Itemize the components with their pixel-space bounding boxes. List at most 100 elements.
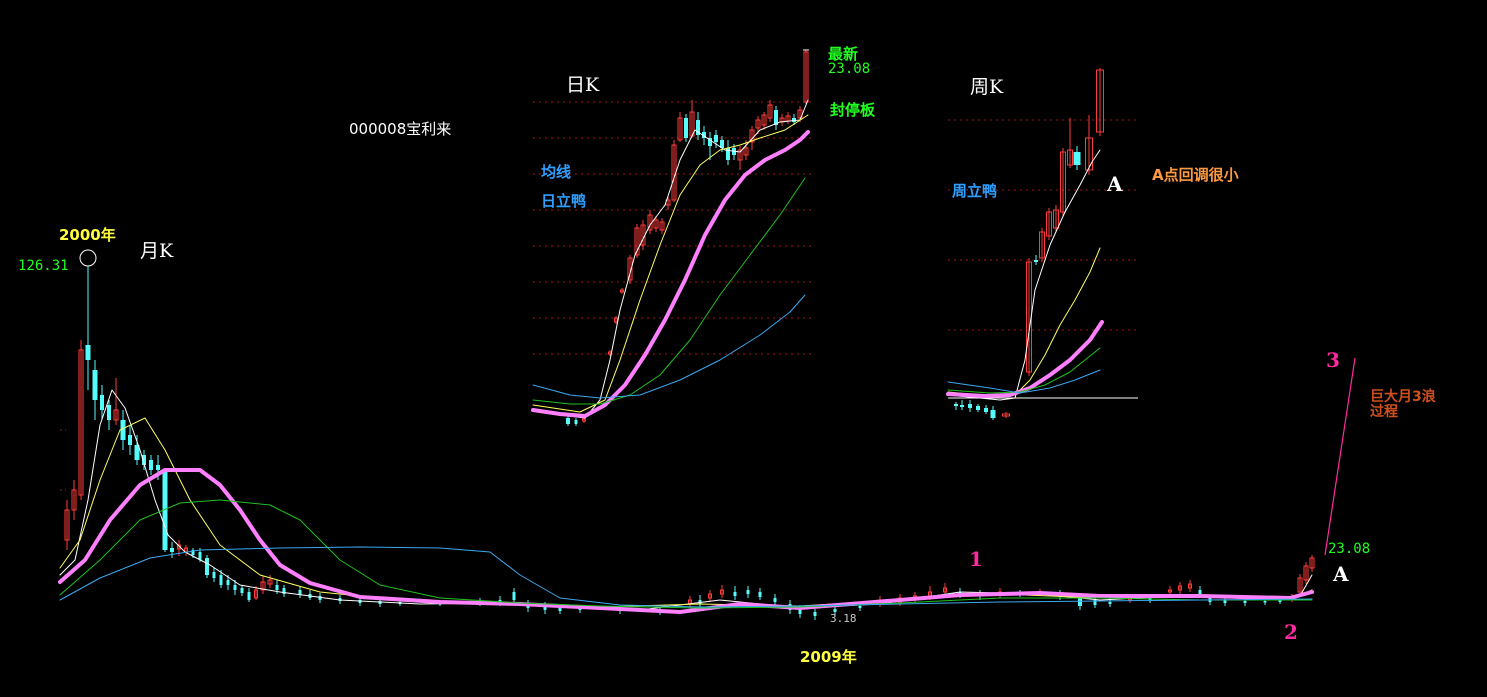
monthly-ma-yellow bbox=[59, 417, 1313, 608]
monthly-candle-body-27 bbox=[254, 589, 258, 599]
stock-name-label: 000008宝利来 bbox=[349, 120, 452, 138]
daily-candle-body-10 bbox=[653, 219, 659, 229]
weekly-candle-body-8 bbox=[1034, 260, 1038, 262]
weekly-k-title: 周K bbox=[970, 76, 1004, 98]
monthly-candle-body-30 bbox=[275, 585, 279, 590]
monthly-candle-body-0 bbox=[64, 509, 70, 541]
weekly-candle-body-10 bbox=[1046, 211, 1052, 237]
monthly-candle-body-26 bbox=[247, 592, 251, 600]
monthly-k-chart bbox=[58, 249, 1315, 620]
monthly-candle-body-66 bbox=[943, 587, 947, 593]
daily-candle-body-29 bbox=[767, 104, 773, 119]
monthly-ma-blue bbox=[59, 546, 1313, 608]
weekly-candle-body-5 bbox=[990, 410, 996, 418]
weekly-candle-body-13 bbox=[1067, 149, 1073, 166]
monthly-candle-body-90 bbox=[1309, 557, 1315, 569]
monthly-candle-body-56 bbox=[773, 598, 777, 602]
weekly-duck-label: 周立鸭 bbox=[952, 182, 998, 200]
weekly-k-chart bbox=[946, 68, 1138, 420]
weekly-point-a: A bbox=[1107, 172, 1123, 196]
weekly-candle-body-4 bbox=[984, 408, 988, 412]
monthly-candle-body-25 bbox=[240, 588, 244, 593]
latest-label: 最新 bbox=[828, 45, 859, 63]
monthly-ma-green bbox=[59, 499, 1313, 609]
monthly-candle-body-84 bbox=[1243, 601, 1247, 603]
daily-candle-body-5 bbox=[620, 289, 624, 293]
monthly-candle-body-29 bbox=[267, 579, 273, 585]
monthly-candle-body-4 bbox=[92, 370, 98, 400]
monthly-candle-body-32 bbox=[298, 590, 302, 595]
monthly-candle-body-89 bbox=[1303, 565, 1309, 581]
daily-candle-body-11 bbox=[659, 221, 665, 231]
weekly-candle-body-1 bbox=[960, 405, 964, 407]
daily-candle-body-35 bbox=[803, 51, 809, 103]
wave-3-label: 3 bbox=[1326, 348, 1340, 372]
monthly-k-title: 月K bbox=[140, 240, 174, 262]
monthly-candle-body-5 bbox=[100, 395, 104, 410]
weekly-candle-body-0 bbox=[954, 404, 958, 406]
monthly-candle-body-55 bbox=[758, 592, 762, 597]
daily-candle-body-25 bbox=[743, 147, 749, 156]
monthly-candle-body-7 bbox=[113, 409, 119, 421]
monthly-candle-body-61 bbox=[858, 606, 862, 608]
monthly-candle-body-54 bbox=[746, 590, 750, 594]
monthly-candle-body-74 bbox=[1093, 600, 1097, 605]
daily-candle-body-27 bbox=[755, 119, 761, 129]
monthly-candle-body-2 bbox=[78, 349, 84, 496]
monthly-candle-body-15 bbox=[170, 548, 174, 552]
daily-candle-body-2 bbox=[582, 418, 586, 422]
monthly-candle-body-34 bbox=[318, 596, 322, 600]
monthly-candle-body-75 bbox=[1108, 602, 1112, 604]
daily-candle-body-22 bbox=[726, 148, 730, 160]
daily-candle-body-6 bbox=[627, 257, 633, 281]
weekly-ma-yellow bbox=[947, 247, 1101, 397]
monthly-candle-body-51 bbox=[708, 593, 712, 599]
monthly-candle-body-52 bbox=[720, 589, 724, 595]
monthly-candle-body-23 bbox=[226, 580, 230, 585]
weekly-ma-white bbox=[947, 149, 1101, 401]
daily-candle-body-14 bbox=[677, 117, 683, 141]
monthly-candle-body-22 bbox=[219, 575, 223, 585]
daily-candle-body-0 bbox=[566, 418, 570, 424]
weekly-candle-body-3 bbox=[976, 406, 980, 410]
monthly-candle-body-21 bbox=[212, 572, 216, 578]
monthly-candle-body-10 bbox=[134, 445, 140, 460]
monthly-candle-body-28 bbox=[260, 581, 266, 591]
monthly-candle-body-79 bbox=[1178, 585, 1182, 591]
wave-1-label: 1 bbox=[969, 547, 983, 571]
monthly-candle-body-86 bbox=[1278, 600, 1282, 602]
limit-up-label: 封停板 bbox=[830, 101, 876, 119]
monthly-candle-body-85 bbox=[1263, 601, 1267, 603]
daily-candle-body-19 bbox=[708, 138, 712, 146]
daily-ma-white bbox=[532, 99, 809, 419]
monthly-candle-body-1 bbox=[71, 489, 77, 511]
monthly-candle-body-59 bbox=[813, 612, 817, 616]
monthly-candle-body-9 bbox=[128, 435, 132, 445]
wave-note-line1: 巨大月3浪 bbox=[1370, 389, 1436, 405]
weekly-candle-body-6 bbox=[1002, 413, 1010, 417]
monthly-candle-body-31 bbox=[282, 588, 286, 594]
right-value-label: 23.08 bbox=[1328, 541, 1371, 557]
monthly-candle-body-83 bbox=[1223, 600, 1227, 603]
high-value-label: 126.31 bbox=[18, 258, 69, 274]
monthly-candle-body-81 bbox=[1198, 590, 1202, 595]
year-2009-label: 2009年 bbox=[800, 648, 857, 666]
daily-candle-body-20 bbox=[714, 135, 718, 142]
monthly-candle-body-73 bbox=[1078, 598, 1082, 606]
daily-candle-body-17 bbox=[696, 120, 700, 135]
daily-candle-body-18 bbox=[702, 132, 706, 138]
monthly-candle-body-20 bbox=[205, 558, 209, 575]
monthly-candle-body-44 bbox=[543, 606, 547, 610]
weekly-candle-body-14 bbox=[1073, 152, 1081, 165]
monthly-candle-body-3 bbox=[85, 345, 91, 360]
monthly-ma-pink bbox=[58, 468, 1314, 614]
monthly-candle-body-45 bbox=[558, 608, 562, 611]
weekly-candle-body-16 bbox=[1096, 69, 1104, 133]
monthly-candle-body-12 bbox=[149, 460, 153, 470]
wave-note-line2: 过程 bbox=[1370, 404, 1398, 420]
monthly-candle-body-13 bbox=[156, 465, 160, 470]
monthly-candle-body-88 bbox=[1297, 577, 1303, 593]
weekly-ma-pink bbox=[946, 320, 1104, 398]
